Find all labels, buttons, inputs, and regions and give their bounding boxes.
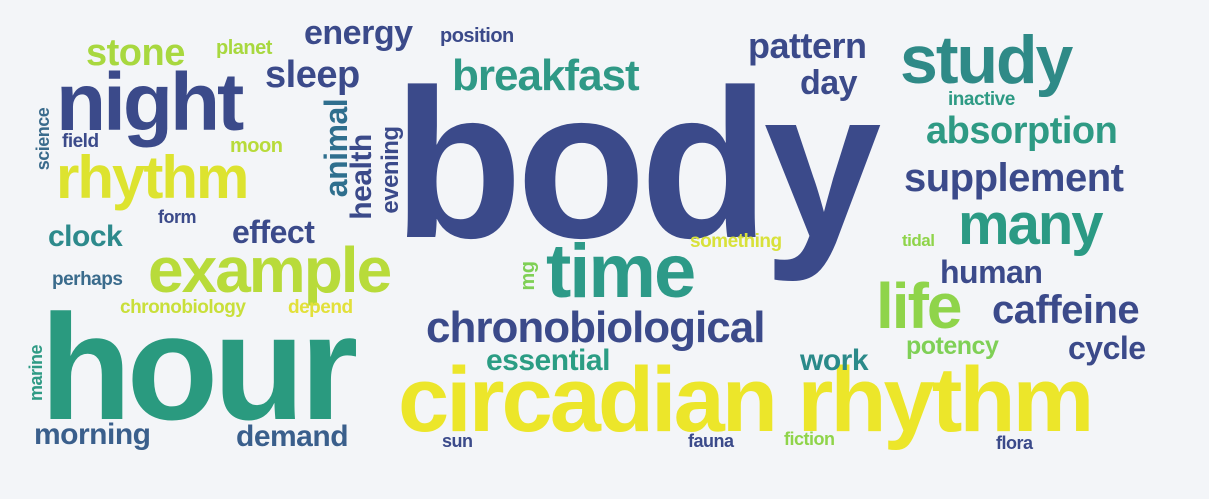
word-moon: moon: [230, 135, 283, 157]
word-human: human: [940, 254, 1043, 290]
word-inactive: inactive: [948, 89, 1015, 110]
word-chronobiological: chronobiological: [426, 303, 765, 352]
word-breakfast: breakfast: [452, 51, 640, 100]
word-rhythm: rhythm: [56, 144, 249, 211]
word-study: study: [900, 22, 1073, 98]
word-morning: morning: [34, 418, 151, 451]
word-pattern: pattern: [748, 25, 867, 66]
word-cycle: cycle: [1068, 330, 1146, 366]
word-sleep: sleep: [265, 54, 360, 96]
word-planet: planet: [216, 37, 272, 59]
word-science: science: [33, 107, 53, 171]
word-energy: energy: [304, 14, 413, 52]
word-fauna: fauna: [688, 431, 734, 451]
word-evening: evening: [377, 126, 404, 214]
word-work: work: [800, 344, 869, 377]
word-depend: depend: [288, 297, 353, 318]
word-stone: stone: [86, 32, 185, 74]
word-something: something: [690, 231, 782, 252]
word-essential: essential: [486, 344, 610, 377]
word-potency: potency: [906, 332, 999, 360]
word-supplement: supplement: [904, 156, 1124, 200]
word-chronobiology: chronobiology: [120, 297, 246, 318]
word-health: health: [345, 134, 378, 220]
word-circadian-rhythm: circadian rhythm: [398, 349, 1094, 451]
word-flora: flora: [996, 433, 1033, 453]
word-day: day: [800, 64, 858, 102]
word-position: position: [440, 25, 514, 47]
word-clock: clock: [48, 220, 123, 253]
word-demand: demand: [236, 420, 349, 453]
word-absorption: absorption: [926, 110, 1118, 152]
word-many: many: [958, 192, 1104, 257]
word-example: example: [148, 234, 392, 306]
word-time: time: [546, 229, 696, 314]
word-tidal: tidal: [902, 231, 935, 250]
word-body: body: [393, 45, 881, 282]
word-caffeine: caffeine: [992, 288, 1140, 332]
word-fiction: fiction: [784, 429, 835, 449]
word-effect: effect: [232, 214, 315, 250]
word-night: night: [56, 57, 244, 148]
word-form: form: [158, 207, 197, 227]
word-life: life: [876, 270, 962, 342]
word-mg: mg: [517, 261, 539, 291]
word-perhaps: perhaps: [52, 269, 123, 290]
word-sun: sun: [442, 431, 473, 451]
word-hour: hour: [40, 283, 358, 451]
word-marine: marine: [26, 344, 46, 402]
word-field: field: [62, 131, 99, 152]
